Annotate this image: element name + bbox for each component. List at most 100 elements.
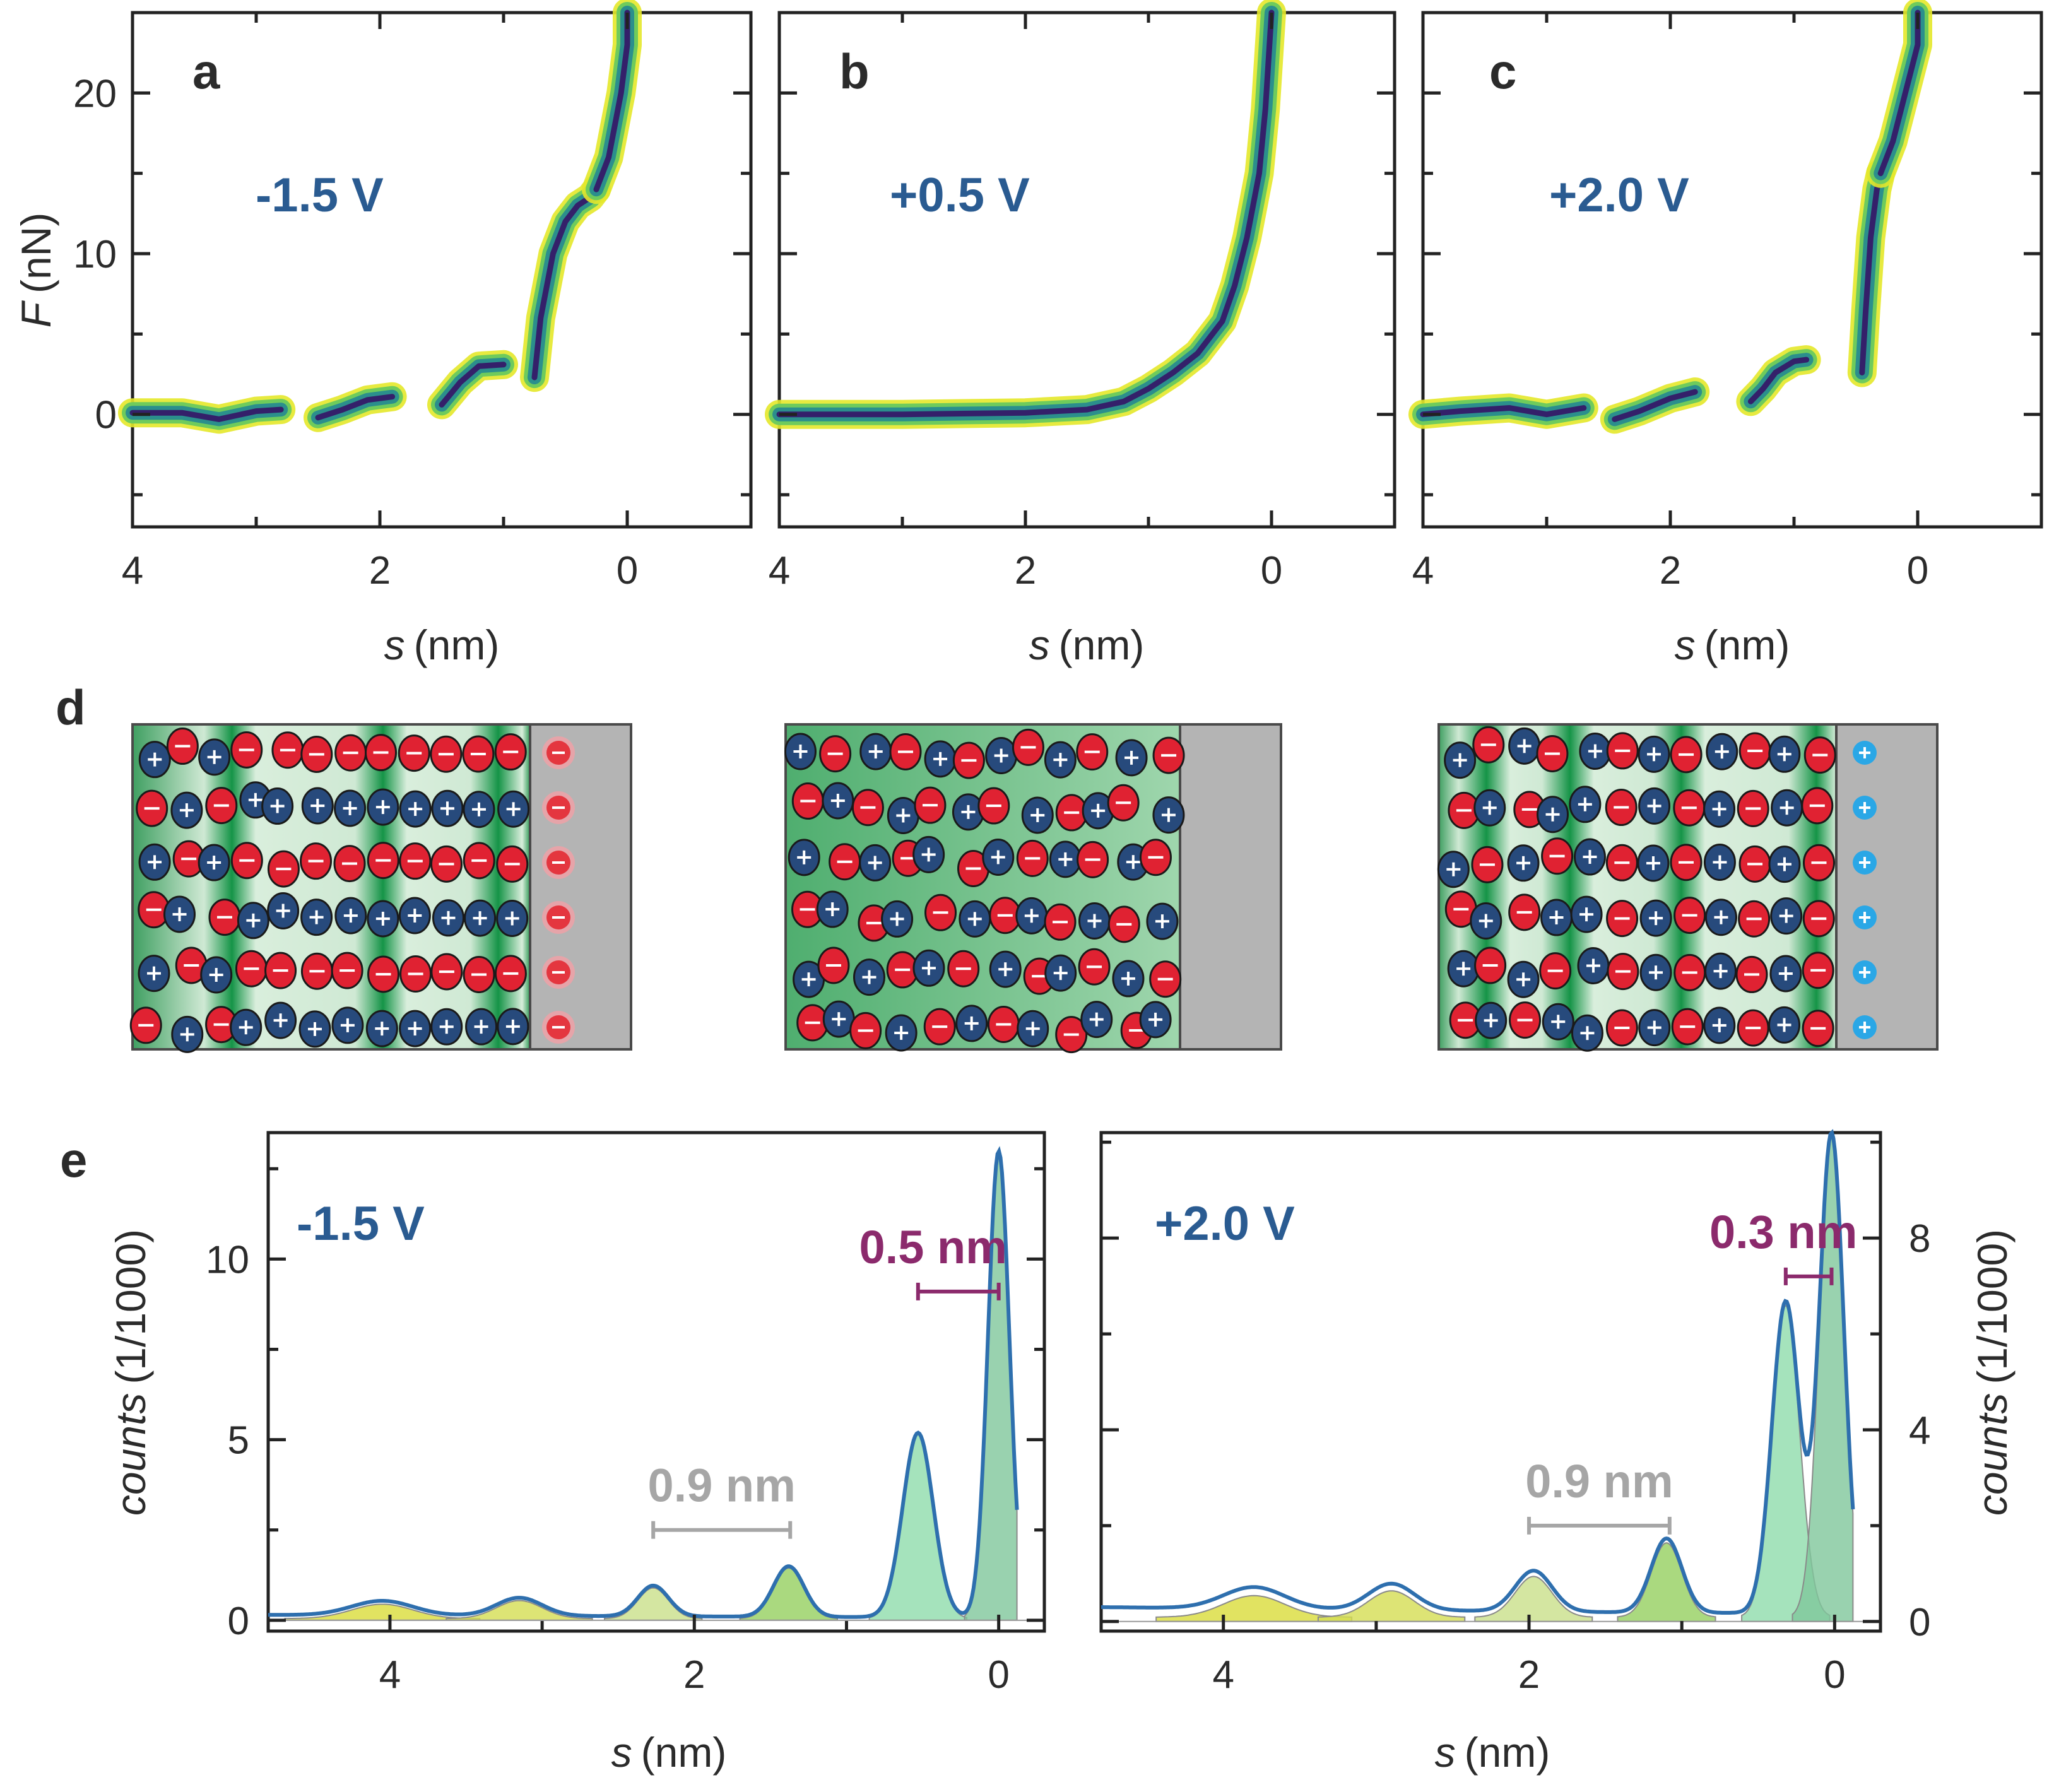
cation-ion <box>138 741 171 779</box>
cation-ion <box>1638 1009 1671 1047</box>
electrolyte-region <box>131 723 531 1051</box>
panel-e-right-histogram: 0.9 nm 0.3 nm +2.0 V 4 2 0 8 4 0 s (nm) counts… <box>1099 1129 2016 1776</box>
anion-ion <box>271 731 304 769</box>
y-axis-label-right: counts(1/1000) <box>1969 1229 2016 1516</box>
anion-ion <box>1139 839 1172 876</box>
anion-ion <box>430 953 463 991</box>
heatmap-band-core <box>776 9 1275 418</box>
anion-ion <box>1605 1009 1638 1047</box>
cation-ion <box>816 890 849 928</box>
anion-ion <box>923 1008 956 1046</box>
cation-ion <box>1152 796 1185 834</box>
anion-ion <box>1077 840 1109 878</box>
anion-ion <box>1471 846 1504 883</box>
cation-ion <box>1049 840 1082 878</box>
cation-ion <box>1473 789 1506 827</box>
anion-ion <box>230 842 263 880</box>
anion-ion <box>367 842 399 880</box>
cation-ion <box>912 835 945 873</box>
electrode-positive-charge <box>1853 741 1877 765</box>
anion-ion <box>1107 905 1140 943</box>
anion-ion <box>1607 953 1639 991</box>
x-axis-label: s (nm) <box>1435 1729 1550 1776</box>
panel-label-b: b <box>839 44 870 99</box>
anion-ion <box>300 842 333 880</box>
cation-ion <box>784 733 817 770</box>
plot-frame <box>1099 1131 1882 1633</box>
anion-ion <box>264 952 297 989</box>
anion-ion <box>1509 1001 1542 1039</box>
cation-ion <box>198 844 230 881</box>
anion-ion <box>399 842 432 880</box>
cation-ion <box>1044 954 1077 992</box>
peak-fill <box>1474 1576 1593 1622</box>
cation-ion <box>198 738 231 776</box>
cation-ion <box>237 902 269 940</box>
heatmap-band-core <box>1877 9 1921 177</box>
spacing-markers: 0.9 nm 0.3 nm <box>1525 1206 1857 1535</box>
peak-fill <box>284 1603 481 1621</box>
cation-ion <box>887 796 919 834</box>
anion-ion <box>987 1005 1020 1043</box>
anion-ion <box>791 890 824 928</box>
cation-ion <box>1770 897 1803 935</box>
spacing-markers: 0.9 nm 0.5 nm <box>647 1221 1007 1539</box>
anion-ion <box>1802 1010 1834 1047</box>
cation-ion <box>1703 844 1736 881</box>
panel-label-c: c <box>1489 44 1516 99</box>
electrode-positive-charge <box>1853 851 1877 875</box>
plot-frame <box>777 11 1396 529</box>
x-tick-label: 2 <box>1015 549 1036 592</box>
spacing-label: 0.9 nm <box>647 1459 795 1512</box>
plot-frame <box>1421 11 2043 529</box>
x-ticks: 4 2 0 <box>769 13 1282 592</box>
cation-ion <box>1573 838 1606 876</box>
cation-ion <box>1704 952 1737 990</box>
cation-ion <box>1021 796 1054 834</box>
anion-ion <box>463 842 495 880</box>
electrolyte-region <box>1437 723 1838 1051</box>
cation-ion <box>1768 846 1801 883</box>
anion-ion <box>496 845 529 883</box>
electrode-negative-charge <box>542 901 575 934</box>
anion-ion <box>1803 736 1836 774</box>
panel-c-force-heatmap: c +2.0 V 4 2 0 s (nm) <box>1408 0 2043 668</box>
electrode-surface <box>1835 723 1939 1051</box>
heatmap-band-core <box>1747 357 1810 404</box>
anion-ion <box>430 735 463 773</box>
x-ticks: 4 2 0 <box>1212 1615 1846 1697</box>
cation-ion <box>1638 787 1671 825</box>
cation-ion <box>1115 739 1148 777</box>
anion-ion <box>914 786 947 824</box>
cation-ion <box>822 1000 855 1038</box>
y-axis-label: F(nN) <box>13 213 59 328</box>
cation-ion <box>138 955 170 993</box>
anion-ion <box>1078 948 1111 986</box>
electrode-positive-charge <box>1853 1015 1877 1039</box>
anion-ion <box>235 950 268 987</box>
plot-frame <box>131 11 753 529</box>
anion-ion <box>1055 1016 1088 1054</box>
anion-ion <box>398 734 430 772</box>
anion-ion <box>1802 952 1834 989</box>
cation-ion <box>138 843 171 881</box>
cation-ion <box>432 899 464 937</box>
anion-ion <box>1605 789 1638 827</box>
anion-ion <box>851 789 884 827</box>
cation-ion <box>1769 955 1802 993</box>
x-axis-label: s (nm) <box>611 1729 727 1776</box>
x-axis-label: s (nm) <box>1029 622 1145 668</box>
cation-ion <box>298 1010 331 1048</box>
cation-ion <box>924 740 957 778</box>
panel-b-force-heatmap: b +0.5 V 4 2 0 s (nm) <box>765 0 1396 668</box>
anion-ion <box>1016 839 1049 877</box>
cation-ion <box>1637 844 1670 882</box>
cation-ion <box>399 1010 432 1047</box>
spacing-label: 0.5 nm <box>859 1221 1007 1273</box>
cation-ion <box>1704 899 1737 936</box>
anion-ion <box>205 1006 238 1044</box>
anion-ion <box>1149 960 1182 998</box>
cation-ion <box>1768 735 1801 773</box>
electrode-surface <box>1179 723 1282 1051</box>
